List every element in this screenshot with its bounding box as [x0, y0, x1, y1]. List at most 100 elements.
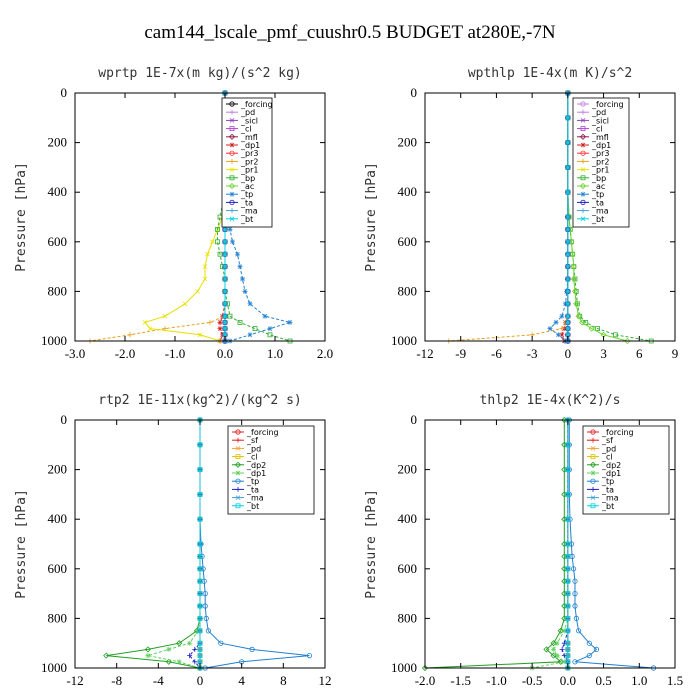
data-point-bt [565, 326, 571, 331]
x-tick-label: -4 [153, 673, 164, 688]
data-point-dp1 [166, 646, 172, 652]
data-point-ma [197, 640, 203, 646]
data-point-bt [565, 616, 571, 621]
legend-label: _sf [246, 436, 258, 445]
data-point-bt [565, 516, 571, 522]
data-point-bt [565, 264, 571, 269]
legend-label: _bt [240, 215, 253, 224]
data-point-dp2 [543, 646, 550, 653]
legend-label: _dp1 [591, 141, 611, 150]
legend-label: _pd [240, 108, 255, 117]
x-tick-label: -0.5 [522, 673, 543, 688]
data-point-bp [252, 326, 258, 332]
legend-marker [580, 158, 586, 164]
plot-frame [424, 92, 676, 342]
data-point-tp [237, 264, 243, 270]
legend-label: _pd [591, 108, 606, 117]
legend-marker [580, 208, 586, 214]
legend-label: _ma [591, 207, 609, 216]
legend-label: _sicl [591, 116, 609, 125]
data-point-bt [222, 289, 228, 294]
data-point-bt [565, 566, 571, 572]
legend-label: _ta [240, 198, 253, 207]
data-point-bp [595, 326, 601, 332]
data-point-tp [203, 615, 209, 622]
legend-marker [235, 437, 241, 443]
x-tick-label: 8 [280, 673, 287, 688]
legend-marker [590, 446, 596, 451]
legend-marker [235, 495, 241, 500]
legend-label: _mfl [591, 133, 609, 142]
data-point-ac [588, 325, 595, 332]
data-point-bt [197, 640, 203, 646]
legend-label: _tp [240, 190, 253, 199]
data-point-bt [197, 442, 203, 448]
data-point-dp1 [187, 640, 193, 646]
data-point-ac [573, 300, 580, 307]
data-point-ma [565, 442, 571, 448]
data-point-pr1 [205, 251, 210, 257]
data-point-ac [569, 251, 576, 258]
legend-label: _bt [591, 215, 604, 224]
data-point-tp [593, 646, 600, 653]
data-point-bp [573, 288, 579, 294]
legend: _forcing_sf_pd_cl_dp2_dp1_tp_ta_ma_bt [227, 425, 315, 515]
data-point-tp [230, 239, 235, 245]
legend-marker [229, 101, 235, 107]
data-point-ma [197, 541, 203, 547]
data-point-bt [565, 603, 571, 609]
data-point-pr2 [207, 319, 213, 325]
data-point-bt [222, 326, 228, 331]
x-tick-label: -1.5 [450, 673, 471, 688]
legend-label: _cl [240, 125, 252, 134]
panel-title: wpthlp 1E-4x(m K)/s^2 [468, 66, 632, 81]
data-point-pr2 [559, 326, 565, 332]
plot-frame [74, 92, 326, 342]
data-point-dp2 [557, 627, 564, 634]
data-point-bt [565, 251, 571, 257]
data-point-pr1 [147, 326, 153, 331]
data-point-pr1 [202, 276, 208, 282]
legend-marker [590, 454, 596, 460]
x-tick-label: 1.5 [667, 673, 683, 688]
legend-marker [580, 199, 586, 205]
data-point-pr1 [162, 313, 168, 319]
data-point-tp [555, 332, 561, 338]
data-point-dp2 [144, 646, 151, 653]
panel-title: rtp2 1E-11x(kg^2)/(kg^2 s) [98, 393, 302, 408]
data-point-tp [575, 628, 582, 634]
data-point-bp [613, 332, 618, 338]
data-point-tp [240, 276, 245, 282]
data-point-ac [579, 319, 586, 326]
legend-marker [580, 126, 586, 131]
data-point-ma [197, 442, 203, 448]
legend-label: _tp [246, 477, 259, 486]
legend-label: _bt [246, 502, 259, 511]
y-axis-label: Pressure [hPa] [364, 162, 379, 272]
y-tick-label: 800 [48, 610, 68, 625]
legend-marker [580, 142, 586, 148]
series-line-dp1 [147, 420, 201, 669]
legend-label: _dp1 [240, 141, 260, 150]
legend-label: _dp1 [246, 469, 266, 478]
data-point-bt [565, 239, 571, 245]
x-tick-label: -1.0 [486, 673, 507, 688]
data-point-bt [565, 467, 571, 473]
legend-marker [590, 486, 596, 492]
data-point-ta [187, 653, 193, 659]
x-tick-label: -6 [491, 346, 502, 361]
data-point-dp1 [554, 640, 560, 646]
x-tick-label: -8 [111, 673, 122, 688]
data-point-bt [222, 320, 228, 325]
legend: _forcing_pd_sicl_cl_mfl_dp1_pr3_pr2_pr1_… [221, 97, 273, 228]
data-point-tp [287, 319, 293, 325]
legend-label: _pd [246, 444, 261, 453]
data-point-pr1 [195, 289, 200, 294]
y-axis-label: Pressure [hPa] [14, 489, 29, 599]
data-point-ma [565, 541, 571, 547]
legend-label: _ma [240, 207, 258, 216]
data-point-bt [565, 332, 571, 338]
legend-marker [229, 118, 235, 123]
legend-label: _forcing [601, 428, 634, 437]
legend-marker [234, 461, 242, 468]
